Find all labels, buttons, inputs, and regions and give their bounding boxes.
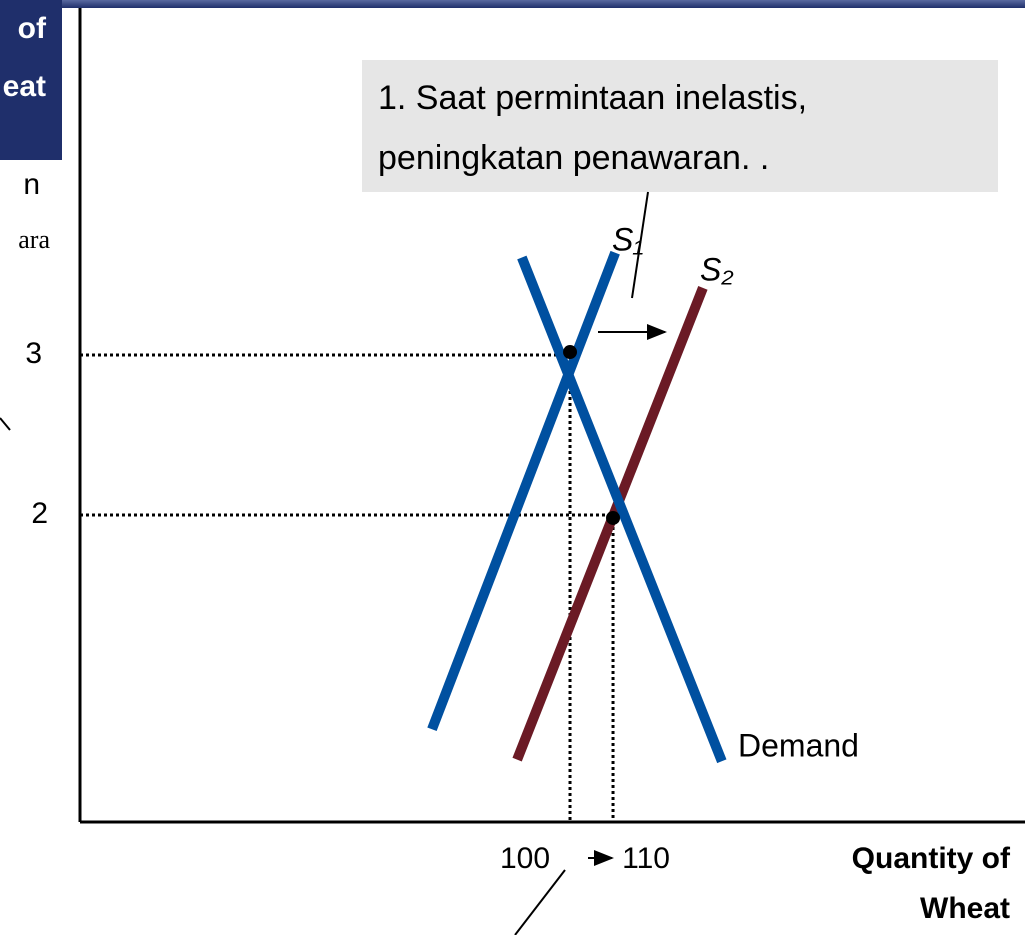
annotation-box	[362, 60, 998, 192]
x-tick-label: 100	[500, 842, 550, 875]
title-fragment: eat	[3, 70, 46, 103]
curve-label: S₂	[700, 251, 734, 287]
title-box	[0, 0, 62, 160]
side-fragment: ara	[18, 225, 50, 254]
x-tick-label: 110	[622, 842, 670, 875]
annotation: 1. Saat permintaan inelastis,	[378, 79, 807, 117]
curve-label: Demand	[738, 727, 859, 763]
top-bar	[0, 0, 1025, 8]
y-tick-label: 3	[25, 337, 42, 370]
x-axis-label: Wheat	[920, 892, 1010, 925]
curve	[427, 250, 620, 732]
curve-label: S₁	[612, 221, 643, 257]
equilibrium-point	[606, 510, 621, 525]
pointer-line	[0, 417, 11, 431]
side-fragment: n	[23, 168, 40, 201]
x-axis-label: Quantity of	[852, 842, 1011, 875]
annotation: peningkatan penawaran. .	[378, 139, 769, 177]
curve	[517, 255, 727, 764]
equilibrium-point	[563, 345, 578, 360]
pointer-line	[631, 191, 649, 299]
pointer-line	[514, 869, 566, 935]
y-tick-label: 2	[31, 497, 48, 530]
title-fragment: of	[18, 12, 47, 45]
